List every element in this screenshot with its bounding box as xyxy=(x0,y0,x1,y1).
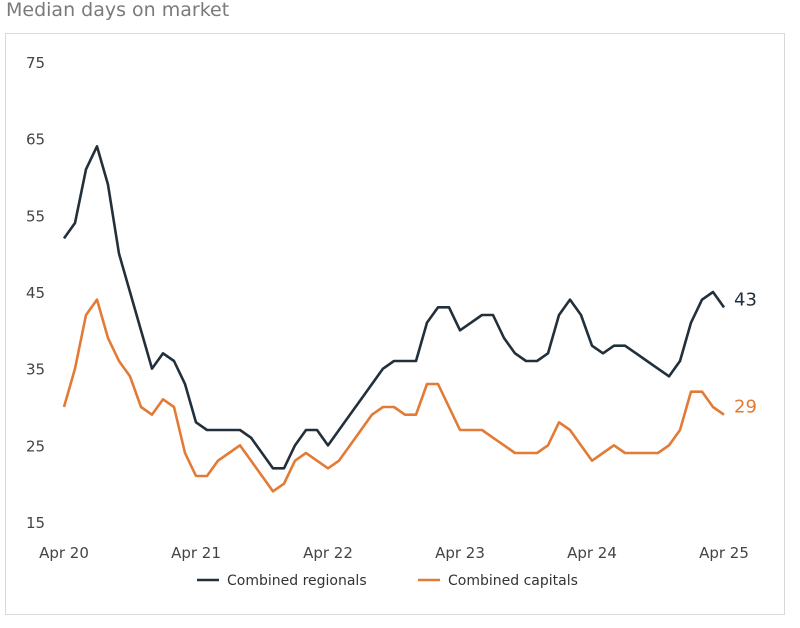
chart-frame xyxy=(5,33,785,615)
x-tick-label: Apr 25 xyxy=(699,544,749,562)
y-tick-label: 45 xyxy=(26,284,45,302)
y-tick-label: 35 xyxy=(26,361,45,379)
legend-label: Combined regionals xyxy=(227,573,367,589)
y-tick-label: 75 xyxy=(26,54,45,72)
series-line-regionals xyxy=(62,145,726,470)
x-tick-label: Apr 20 xyxy=(39,544,89,562)
series-line-capitals xyxy=(62,298,725,493)
x-tick-label: Apr 22 xyxy=(303,544,353,562)
end-value-label: 43 xyxy=(734,289,757,310)
y-tick-label: 15 xyxy=(26,514,45,532)
x-tick-label: Apr 24 xyxy=(567,544,617,562)
x-tick-label: Apr 21 xyxy=(171,544,221,562)
chart-title: Median days on market xyxy=(6,0,230,21)
end-value-label: 29 xyxy=(734,397,757,418)
x-tick-label: Apr 23 xyxy=(435,544,485,562)
y-tick-label: 55 xyxy=(26,207,45,225)
y-tick-label: 25 xyxy=(26,437,45,455)
legend-label: Combined capitals xyxy=(448,573,578,589)
y-tick-label: 65 xyxy=(26,131,45,149)
